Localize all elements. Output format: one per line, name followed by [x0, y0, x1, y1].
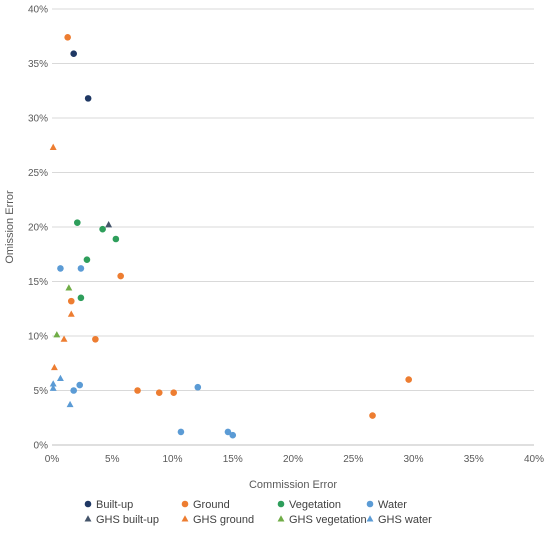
x-tick-label: 20%: [283, 454, 303, 465]
data-point-vegetation: [83, 256, 91, 264]
x-tick-label: 0%: [45, 454, 60, 465]
y-tick-label: 30%: [28, 114, 48, 125]
x-axis-title: Commission Error: [249, 479, 337, 491]
data-point-ground: [405, 376, 412, 383]
data-point-ghs-ground: [50, 363, 58, 371]
legend-marker-vegetation: [277, 500, 285, 508]
legend-label: GHS vegetation: [289, 514, 367, 526]
legend-item-built-up: Built-up: [84, 499, 133, 511]
x-tick-label: 40%: [524, 454, 544, 465]
x-tick-label: 15%: [223, 454, 243, 465]
data-point-water: [177, 428, 185, 436]
legend-marker-water: [366, 500, 374, 508]
legend-item-ghs-ground: GHS ground: [181, 514, 254, 526]
data-point-ground: [64, 34, 71, 41]
legend-marker-ghs-vegetation: [277, 515, 285, 522]
legend-label: Vegetation: [289, 499, 341, 511]
data-point-ground: [92, 335, 99, 343]
data-point-ghs-vegetation: [53, 331, 61, 338]
legend-marker-ghs-built-up: [84, 515, 92, 522]
legend-label: Water: [378, 499, 407, 511]
x-tick-label: 30%: [403, 454, 423, 465]
y-tick-label: 40%: [28, 5, 48, 16]
data-point-water: [229, 431, 237, 439]
legend-item-ghs-vegetation: GHS vegetation: [277, 514, 367, 526]
x-tick-labels: 0% 5% 10% 15% 20% 25% 30% 35% 40%: [45, 454, 544, 465]
legend-marker-built-up: [84, 500, 92, 508]
y-tick-label: 25%: [28, 168, 48, 179]
data-point-ghs-water: [56, 374, 64, 382]
legend-item-ghs-water: GHS water: [366, 514, 432, 526]
y-tick-label: 10%: [28, 332, 48, 343]
data-point-water: [224, 428, 232, 436]
data-point-ground: [67, 297, 75, 305]
legend-label: GHS water: [378, 514, 432, 526]
data-point-ghs-water: [49, 384, 57, 391]
data-point-ground: [117, 272, 124, 280]
legend-item-water: Water: [366, 499, 407, 511]
legend-label: GHS ground: [193, 514, 254, 526]
data-point-ghs-water: [49, 380, 57, 387]
data-point-ghs-water: [66, 400, 74, 408]
data-point-built-up: [70, 50, 77, 57]
data-point-vegetation: [74, 219, 81, 226]
data-point-vegetation: [112, 235, 120, 243]
legend-label: Built-up: [96, 499, 133, 511]
legend-label: Ground: [193, 499, 230, 511]
data-point-water: [77, 265, 85, 272]
data-point-vegetation: [77, 294, 85, 302]
legend-marker-ground: [181, 500, 189, 508]
legend-label: GHS built-up: [96, 514, 159, 526]
data-point-ghs-built-up: [105, 221, 113, 228]
data-point-water: [70, 387, 77, 394]
gridlines: [52, 8, 534, 391]
data-point-ground: [155, 389, 163, 396]
data-point-ghs-vegetation: [65, 284, 73, 291]
y-tick-label: 20%: [28, 223, 48, 234]
data-point-ground: [134, 387, 141, 394]
y-tick-label: 15%: [28, 277, 48, 288]
data-point-ground: [369, 412, 376, 419]
x-tick-label: 35%: [464, 454, 484, 465]
y-tick-label: 5%: [34, 386, 49, 397]
legend: Built-up Ground Vegetation Water GHS built-u…: [84, 499, 432, 526]
data-point-ghs-ground: [60, 335, 68, 342]
legend-item-ghs-built-up: GHS built-up: [84, 514, 159, 526]
legend-marker-ghs-water: [366, 515, 374, 522]
data-point-water: [194, 383, 202, 391]
legend-marker-ghs-ground: [181, 515, 189, 522]
y-tick-label: 0%: [34, 441, 49, 452]
x-tick-label: 25%: [343, 454, 363, 465]
data-point-built-up: [84, 95, 92, 102]
data-point-water: [57, 265, 64, 272]
data-point-water: [76, 381, 84, 389]
y-tick-labels: 0% 5% 10% 15% 20% 25% 30% 35% 40%: [28, 5, 48, 452]
x-tick-label: 5%: [105, 454, 120, 465]
legend-item-ground: Ground: [181, 499, 230, 511]
data-point-vegetation: [99, 225, 106, 233]
x-tick-label: 10%: [162, 454, 182, 465]
data-point-ghs-ground: [49, 143, 57, 150]
data-point-ghs-ground: [67, 310, 75, 317]
y-tick-label: 35%: [28, 59, 48, 70]
data-point-ground: [170, 389, 178, 396]
data-points: [49, 34, 412, 439]
y-axis-title: Omission Error: [4, 190, 16, 264]
legend-item-vegetation: Vegetation: [277, 499, 341, 511]
